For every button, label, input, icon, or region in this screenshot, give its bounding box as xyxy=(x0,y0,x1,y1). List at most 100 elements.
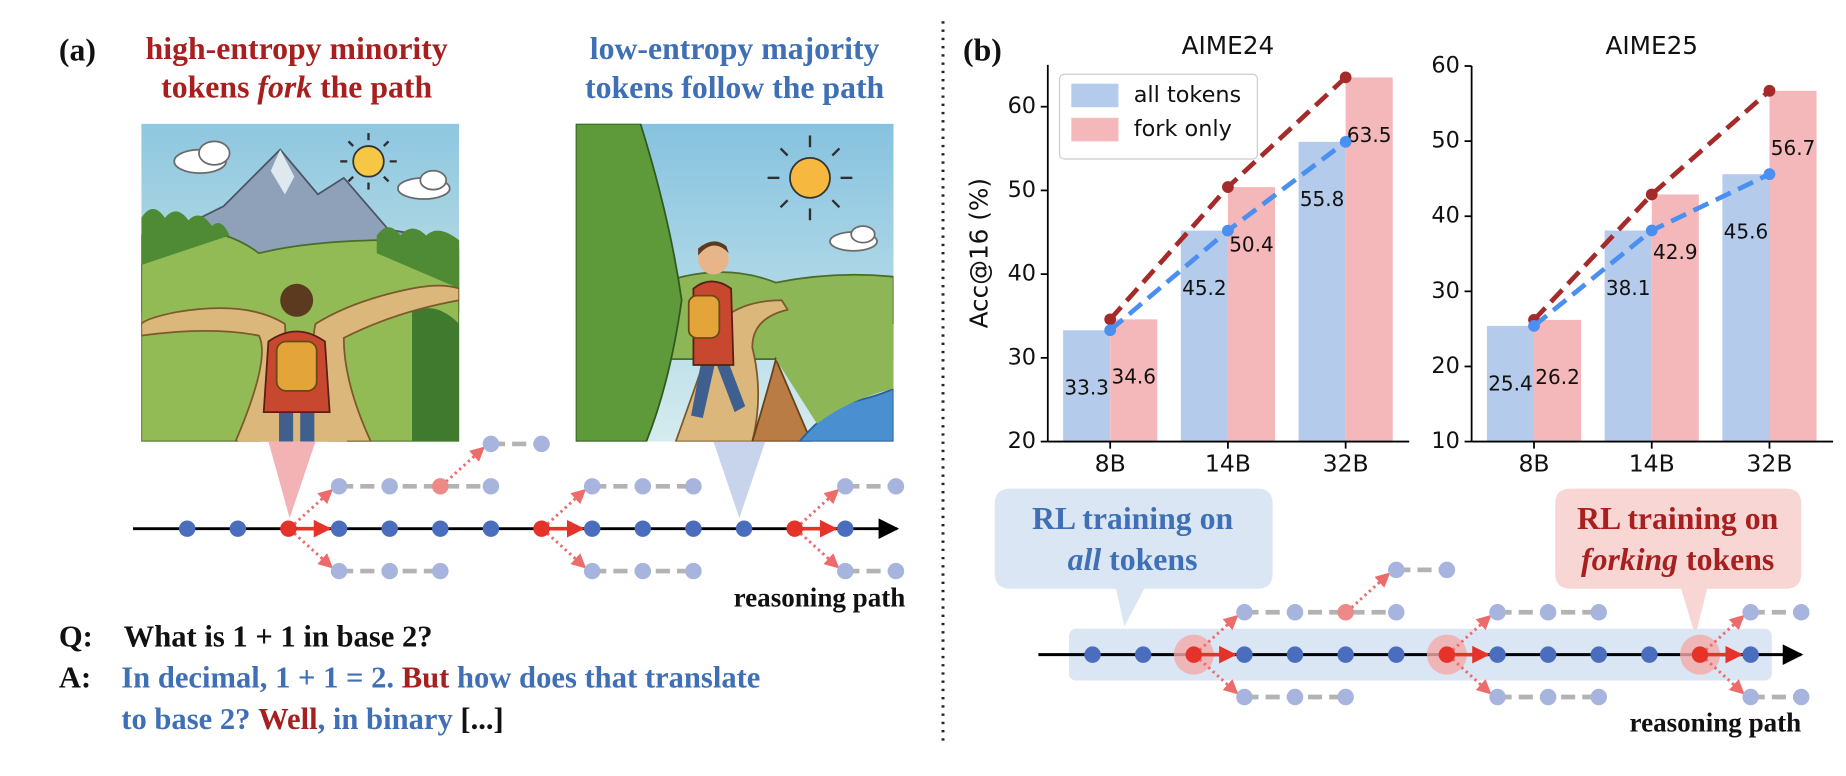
value-label: 45.6 xyxy=(1724,220,1769,244)
token xyxy=(1286,646,1304,663)
alt-token xyxy=(1438,561,1456,579)
answer-prefix: A: xyxy=(59,661,91,695)
callout-text: RL training on xyxy=(1577,501,1779,536)
callout-text: all tokens xyxy=(1068,542,1198,577)
legend-swatch xyxy=(1071,117,1119,142)
trend-point xyxy=(1104,313,1117,326)
bar xyxy=(1110,319,1158,442)
alt-token xyxy=(381,478,398,495)
fork-arrow xyxy=(1350,572,1391,609)
alt-token xyxy=(432,562,449,580)
legend-label: all tokens xyxy=(1134,82,1241,108)
fork-arrow xyxy=(445,446,485,483)
alt-token xyxy=(533,435,550,453)
question-prefix: Q: xyxy=(59,619,93,653)
x-tick-label: 8B xyxy=(1095,450,1126,478)
bar xyxy=(1722,174,1770,442)
value-label: 56.7 xyxy=(1771,136,1816,160)
fork-arrow xyxy=(1704,658,1745,695)
alt-token xyxy=(330,478,348,495)
bar xyxy=(1298,141,1346,442)
chart-title: AIME24 xyxy=(1182,31,1275,60)
y-tick-label: 60 xyxy=(1431,53,1459,79)
trend-line xyxy=(1532,89,1772,322)
trend-point xyxy=(1339,135,1352,148)
alt-token xyxy=(1489,604,1506,621)
panel-label: (a) xyxy=(59,32,96,67)
fork-token xyxy=(1438,646,1456,663)
answer-text: In decimal, 1 + 1 = 2. xyxy=(121,661,394,695)
trend-point xyxy=(1222,181,1234,193)
alt-token xyxy=(1590,604,1608,621)
fork-arrow xyxy=(1704,614,1745,652)
callout-emphasis: forking xyxy=(1581,542,1678,577)
y-tick-label: 50 xyxy=(1431,128,1459,154)
fork-arrow xyxy=(799,532,840,569)
chart-title: AIME25 xyxy=(1605,31,1698,60)
token xyxy=(1489,646,1506,663)
token xyxy=(837,520,854,537)
fork-arrow xyxy=(799,488,840,526)
value-label: 25.4 xyxy=(1488,371,1533,395)
token xyxy=(1084,646,1101,663)
heading-emphasis: fork xyxy=(257,70,312,105)
answer-text: [...] xyxy=(460,702,503,736)
y-tick-label: 30 xyxy=(1008,344,1036,370)
value-label: 26.2 xyxy=(1535,365,1580,389)
token xyxy=(482,520,500,537)
bar xyxy=(1769,90,1817,442)
y-tick-label: 40 xyxy=(1008,261,1036,287)
value-label: 55.8 xyxy=(1300,187,1345,211)
trend-point xyxy=(1339,71,1352,84)
alt-token xyxy=(1286,604,1304,621)
alt-token xyxy=(482,478,500,495)
alt-token xyxy=(685,562,702,580)
answer-text: to base 2? xyxy=(121,702,250,736)
pointer-fork xyxy=(268,441,316,519)
trend-point xyxy=(1763,168,1776,181)
path-label: reasoning path xyxy=(1630,708,1802,738)
fork-arrow xyxy=(1451,614,1492,652)
alt-token xyxy=(1742,604,1759,621)
y-tick-label: 50 xyxy=(1008,177,1036,203)
callout-text: tokens xyxy=(1686,542,1774,577)
alt-token xyxy=(634,562,652,580)
right-heading: tokens follow the path xyxy=(585,70,884,105)
bar xyxy=(1063,330,1111,442)
legend-label: fork only xyxy=(1134,116,1232,142)
illustration-follow xyxy=(575,123,894,442)
trend-point xyxy=(1528,320,1540,332)
callout-text: forking tokens xyxy=(1581,542,1774,577)
y-tick-label: 40 xyxy=(1431,203,1459,229)
heading-text: tokens xyxy=(161,70,249,105)
bar xyxy=(1651,194,1699,442)
value-label: 42.9 xyxy=(1653,240,1698,264)
token xyxy=(1134,646,1152,663)
alt-token xyxy=(381,562,398,580)
bar xyxy=(1345,77,1393,442)
answer: In decimal, 1 + 1 = 2. But how does that… xyxy=(121,661,760,695)
heading-text: the path xyxy=(320,70,432,105)
bar xyxy=(1604,230,1652,442)
y-tick-label: 60 xyxy=(1008,93,1036,119)
callout-text: RL training on xyxy=(1032,501,1234,536)
alt-token xyxy=(1793,604,1810,621)
fork-token xyxy=(1185,646,1203,663)
token xyxy=(583,520,601,537)
fork-token xyxy=(786,520,803,537)
token xyxy=(1641,646,1658,663)
token xyxy=(330,520,348,537)
alt-token xyxy=(634,478,652,495)
answer-text: Well xyxy=(258,702,317,736)
alt-token xyxy=(432,478,449,495)
x-tick-label: 32B xyxy=(1323,450,1369,478)
callout-emphasis: all xyxy=(1068,542,1102,577)
value-label: 38.1 xyxy=(1606,276,1651,300)
alt-token xyxy=(1236,604,1253,621)
token xyxy=(229,520,247,537)
bar xyxy=(1227,187,1276,442)
trend-point xyxy=(1104,324,1117,337)
alt-token xyxy=(1539,688,1557,706)
fork-arrow xyxy=(293,488,334,526)
